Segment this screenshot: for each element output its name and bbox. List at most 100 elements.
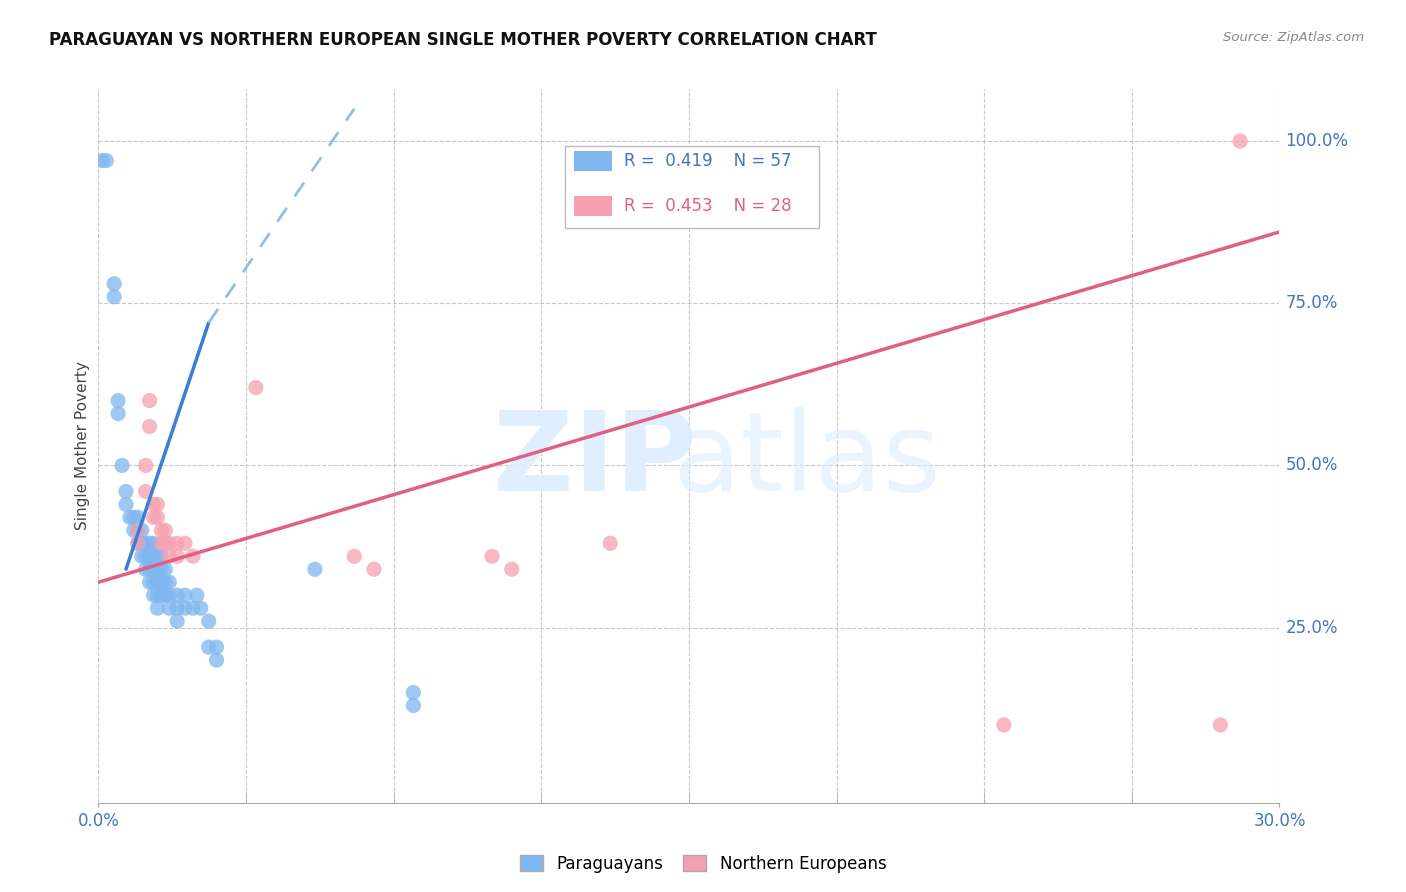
Point [150,588,173,602]
Point [138,549,160,564]
Point [127,536,149,550]
Point [343,549,366,564]
Point [481,549,503,564]
Point [304,562,326,576]
Point [135,484,157,499]
Point [190,601,212,615]
Text: 100.0%: 100.0% [1285,132,1348,150]
Point [150,575,173,590]
Point [118,510,141,524]
Point [142,497,165,511]
Point [115,497,138,511]
Point [150,524,173,538]
Point [138,536,160,550]
Point [599,536,621,550]
Point [166,601,188,615]
Point [157,575,180,590]
Point [146,588,169,602]
Point [122,510,145,524]
Point [127,524,149,538]
Text: 75.0%: 75.0% [1285,294,1337,312]
Point [103,277,125,291]
Point [96,153,118,168]
Point [135,458,157,473]
Point [402,698,425,713]
Point [122,524,145,538]
Point [245,381,267,395]
Point [155,588,177,602]
Point [131,536,153,550]
Text: PARAGUAYAN VS NORTHERN EUROPEAN SINGLE MOTHER POVERTY CORRELATION CHART: PARAGUAYAN VS NORTHERN EUROPEAN SINGLE M… [49,31,877,49]
Point [166,549,188,564]
Point [205,653,228,667]
Point [142,562,165,576]
Point [157,601,180,615]
Point [142,588,165,602]
Point [107,407,129,421]
Text: 25.0%: 25.0% [1285,619,1339,637]
Point [181,549,204,564]
Point [127,510,149,524]
Point [1209,718,1232,732]
Point [146,575,169,590]
Point [157,549,180,564]
Point [115,484,138,499]
FancyBboxPatch shape [575,152,612,171]
Point [157,588,180,602]
Point [138,575,160,590]
FancyBboxPatch shape [565,146,818,228]
Point [166,588,188,602]
Text: R =  0.419    N = 57: R = 0.419 N = 57 [624,153,792,170]
Point [157,536,180,550]
Point [103,290,125,304]
Text: 50.0%: 50.0% [1285,457,1337,475]
Point [197,640,219,654]
Point [150,549,173,564]
Point [146,549,169,564]
Point [993,718,1015,732]
Y-axis label: Single Mother Poverty: Single Mother Poverty [75,361,90,531]
Point [363,562,385,576]
Text: R =  0.453    N = 28: R = 0.453 N = 28 [624,197,792,215]
FancyBboxPatch shape [575,196,612,216]
Point [138,562,160,576]
Point [111,458,134,473]
Point [135,536,157,550]
Point [142,536,165,550]
Point [186,588,208,602]
Point [155,575,177,590]
Point [205,640,228,654]
Point [138,419,160,434]
Point [146,562,169,576]
Point [146,601,169,615]
Point [155,524,177,538]
Point [127,524,149,538]
Text: Source: ZipAtlas.com: Source: ZipAtlas.com [1223,31,1364,45]
Point [402,685,425,699]
Point [131,524,153,538]
Text: atlas: atlas [673,407,941,514]
Text: ZIP: ZIP [492,407,696,514]
Point [181,601,204,615]
Point [155,562,177,576]
Point [1229,134,1251,148]
Point [166,536,188,550]
Point [131,549,153,564]
Point [135,562,157,576]
Point [142,549,165,564]
Legend: Paraguayans, Northern Europeans: Paraguayans, Northern Europeans [513,848,893,880]
Point [174,536,197,550]
Point [142,575,165,590]
Point [501,562,523,576]
Point [155,536,177,550]
Point [150,562,173,576]
Point [91,153,114,168]
Point [174,588,197,602]
Point [135,549,157,564]
Point [166,614,188,628]
Point [197,614,219,628]
Point [174,601,197,615]
Point [127,536,149,550]
Point [107,393,129,408]
Point [146,510,169,524]
